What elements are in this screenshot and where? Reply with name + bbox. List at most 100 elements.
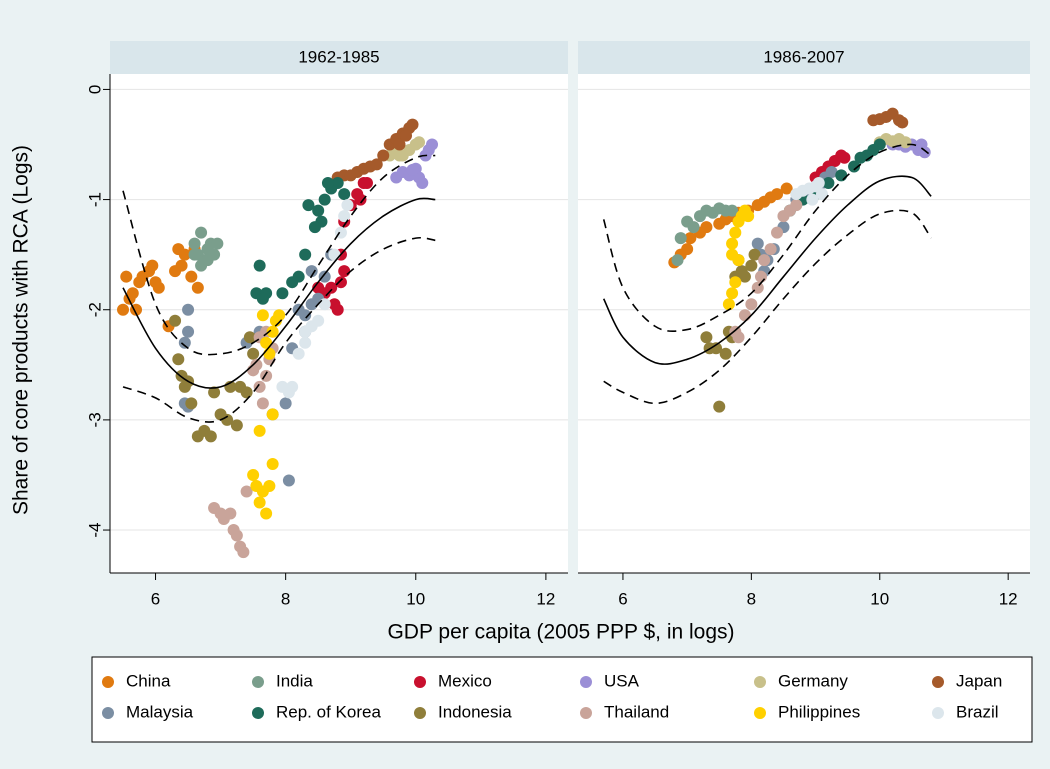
scatter-point — [915, 138, 928, 151]
confidence-band — [602, 143, 932, 333]
scatter-point — [221, 413, 234, 426]
scatter-point — [393, 138, 406, 151]
scatter-point — [812, 177, 825, 190]
scatter-point — [674, 232, 687, 245]
scatter-point — [835, 169, 848, 182]
scatter-point — [742, 210, 755, 223]
scatter-point — [185, 397, 198, 410]
scatter-point — [318, 193, 331, 206]
scatter-point — [146, 259, 159, 272]
scatter-point — [175, 259, 188, 272]
legend-box — [91, 656, 1033, 743]
scatter-point — [331, 177, 344, 190]
scatter-point — [230, 529, 243, 542]
scatter-point — [260, 507, 273, 520]
scatter-point — [790, 199, 803, 212]
scatter-point — [182, 325, 195, 338]
scatter-point — [751, 237, 764, 250]
scatter-point — [230, 419, 243, 432]
scatter-point — [211, 237, 224, 250]
scatter-point — [338, 188, 351, 201]
scatter-point — [201, 254, 214, 267]
y-tick-label: 0 — [85, 85, 104, 94]
y-tick-label: -3 — [85, 412, 104, 427]
scatter-point — [276, 287, 289, 300]
legend-label: India — [276, 671, 313, 690]
scatter-point — [247, 347, 260, 360]
scatter-point — [406, 118, 419, 131]
legend-label: Germany — [778, 671, 848, 690]
scatter-point — [360, 177, 373, 190]
scatter-point — [710, 342, 723, 355]
legend-label: Japan — [956, 671, 1002, 690]
scatter-point — [700, 331, 713, 344]
scatter-point — [331, 303, 344, 316]
legend-label: China — [126, 671, 171, 690]
scatter-point — [754, 270, 767, 283]
x-tick-label: 12 — [536, 589, 555, 608]
scatter-point — [815, 188, 828, 201]
scatter-point — [299, 309, 312, 322]
scatter-point — [188, 237, 201, 250]
scatter-point — [729, 276, 742, 289]
scatter-point — [732, 331, 745, 344]
scatter-point — [260, 369, 273, 382]
scatter-point — [867, 144, 880, 157]
scatter-point — [253, 259, 266, 272]
scatter-point — [253, 496, 266, 509]
scatter-point — [266, 325, 279, 338]
scatter-point — [318, 298, 331, 311]
scatter-point — [722, 298, 735, 311]
scatter-point — [185, 270, 198, 283]
scatter-point — [713, 400, 726, 413]
legend-marker — [580, 676, 592, 688]
legend-label: Brazil — [956, 702, 999, 721]
legend-marker — [102, 707, 114, 719]
legend-marker — [414, 676, 426, 688]
legend-marker — [414, 707, 426, 719]
scatter-point — [726, 248, 739, 261]
scatter-point — [338, 265, 351, 278]
scatter-point — [253, 380, 266, 393]
y-tick-label: -4 — [85, 522, 104, 537]
scatter-point — [191, 281, 204, 294]
legend-marker — [580, 707, 592, 719]
scatter-point — [726, 237, 739, 250]
scatter-point — [273, 309, 286, 322]
scatter-point — [318, 270, 331, 283]
scatter-point — [312, 204, 325, 217]
scatter-point — [256, 309, 269, 322]
scatter-point — [806, 193, 819, 206]
scatter-point — [172, 353, 185, 366]
scatter-point — [286, 380, 299, 393]
scatter-point — [253, 424, 266, 437]
scatter-point — [771, 188, 784, 201]
x-axis-label: GDP per capita (2005 PPP $, in logs) — [387, 621, 734, 644]
legend-label: Philippines — [778, 702, 860, 721]
fit-line — [602, 175, 932, 365]
scatter-point — [312, 314, 325, 327]
scatter-point — [671, 254, 684, 267]
scatter-point — [854, 151, 867, 164]
confidence-band — [603, 209, 932, 405]
x-tick-label: 8 — [281, 589, 290, 608]
legend-label: USA — [604, 671, 640, 690]
x-tick-label: 10 — [406, 589, 425, 608]
scatter-point — [178, 336, 191, 349]
scatter-point — [263, 347, 276, 360]
scatter-point — [237, 546, 250, 559]
scatter-point — [256, 292, 269, 305]
scatter-point — [325, 281, 338, 294]
scatter-point — [263, 479, 276, 492]
scatter-point — [292, 347, 305, 360]
scatter-point — [406, 163, 419, 176]
scatter-point — [748, 248, 761, 261]
scatter-point — [224, 507, 237, 520]
scatter-point — [204, 430, 217, 443]
scatter-point — [321, 177, 334, 190]
scatter-point — [279, 397, 292, 410]
y-tick-label: -2 — [85, 302, 104, 317]
scatter-point — [393, 149, 406, 162]
scatter-point — [338, 210, 351, 223]
